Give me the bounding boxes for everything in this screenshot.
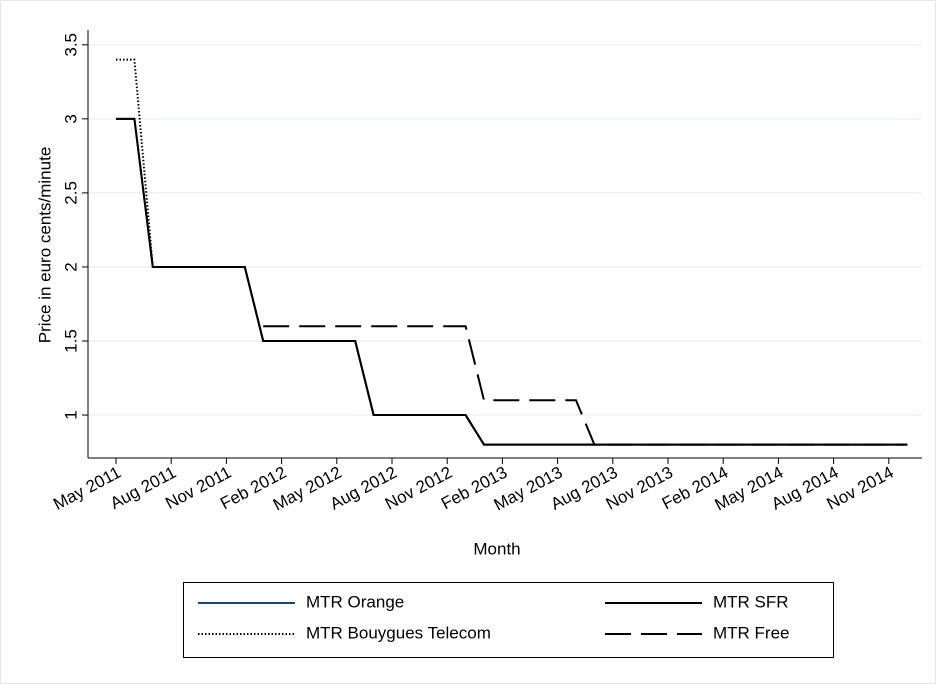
y-tick-label: 1 bbox=[61, 410, 80, 419]
x-axis-title: Month bbox=[473, 539, 520, 558]
y-tick-label: 3 bbox=[61, 114, 80, 123]
y-tick-label: 2.5 bbox=[61, 181, 80, 205]
legend-label: MTR Bouygues Telecom bbox=[306, 623, 491, 642]
y-tick-label: 3.5 bbox=[61, 33, 80, 57]
legend-label: MTR Orange bbox=[306, 592, 404, 611]
legend-label: MTR Free bbox=[713, 623, 790, 642]
y-tick-label: 1.5 bbox=[61, 329, 80, 353]
y-tick-label: 2 bbox=[61, 262, 80, 271]
series-line bbox=[263, 325, 908, 446]
legend-box bbox=[183, 582, 834, 658]
legend-label: MTR SFR bbox=[713, 592, 789, 611]
y-axis-title: Price in euro cents/minute bbox=[35, 147, 54, 344]
